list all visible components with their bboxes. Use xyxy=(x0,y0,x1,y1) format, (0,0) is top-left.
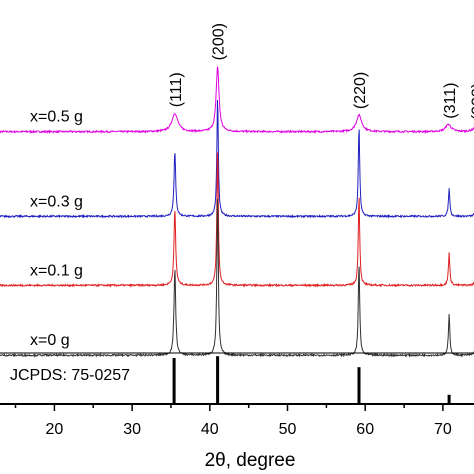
reference-line-2 xyxy=(357,367,361,404)
x-tick-label: 30 xyxy=(123,421,141,438)
series-labels: x=0.5 g x=0.3 g x=0.1 g x=0 g xyxy=(30,109,83,350)
peak-label: (220) xyxy=(352,72,369,109)
peak-label: (111) xyxy=(168,72,185,107)
x-axis-label: 2θ, degree xyxy=(205,450,296,471)
series-label: x=0.3 g xyxy=(30,193,83,210)
reference-lines: JCPDS: 75-0257 xyxy=(10,356,451,404)
peak-label: (200) xyxy=(211,23,228,60)
x-tick-label: 70 xyxy=(434,421,452,438)
series-trace-2 xyxy=(0,152,474,288)
reference-line-0 xyxy=(172,358,176,404)
series-label: x=0 g xyxy=(30,332,70,349)
x-tick-label: 60 xyxy=(356,421,374,438)
reference-line-1 xyxy=(216,356,220,404)
series-label: x=0.5 g xyxy=(30,109,83,126)
x-axis: 20 30 40 50 60 70 xyxy=(0,403,474,438)
x-tick-label: 40 xyxy=(201,421,219,438)
series-label: x=0.1 g xyxy=(30,262,83,279)
x-tick-label: 20 xyxy=(46,421,64,438)
pattern-traces xyxy=(0,66,474,358)
peak-label: (311) xyxy=(442,83,459,119)
peak-annotations: (111) (200) (220) (311) (222) xyxy=(168,23,474,120)
peak-label: (222) xyxy=(469,83,474,120)
series-trace-3 xyxy=(0,198,474,358)
reference-label: JCPDS: 75-0257 xyxy=(10,367,130,384)
reference-line-3 xyxy=(447,394,451,404)
series-trace-1 xyxy=(0,99,474,219)
series-trace-0 xyxy=(0,66,474,135)
x-tick-label: 50 xyxy=(279,421,297,438)
